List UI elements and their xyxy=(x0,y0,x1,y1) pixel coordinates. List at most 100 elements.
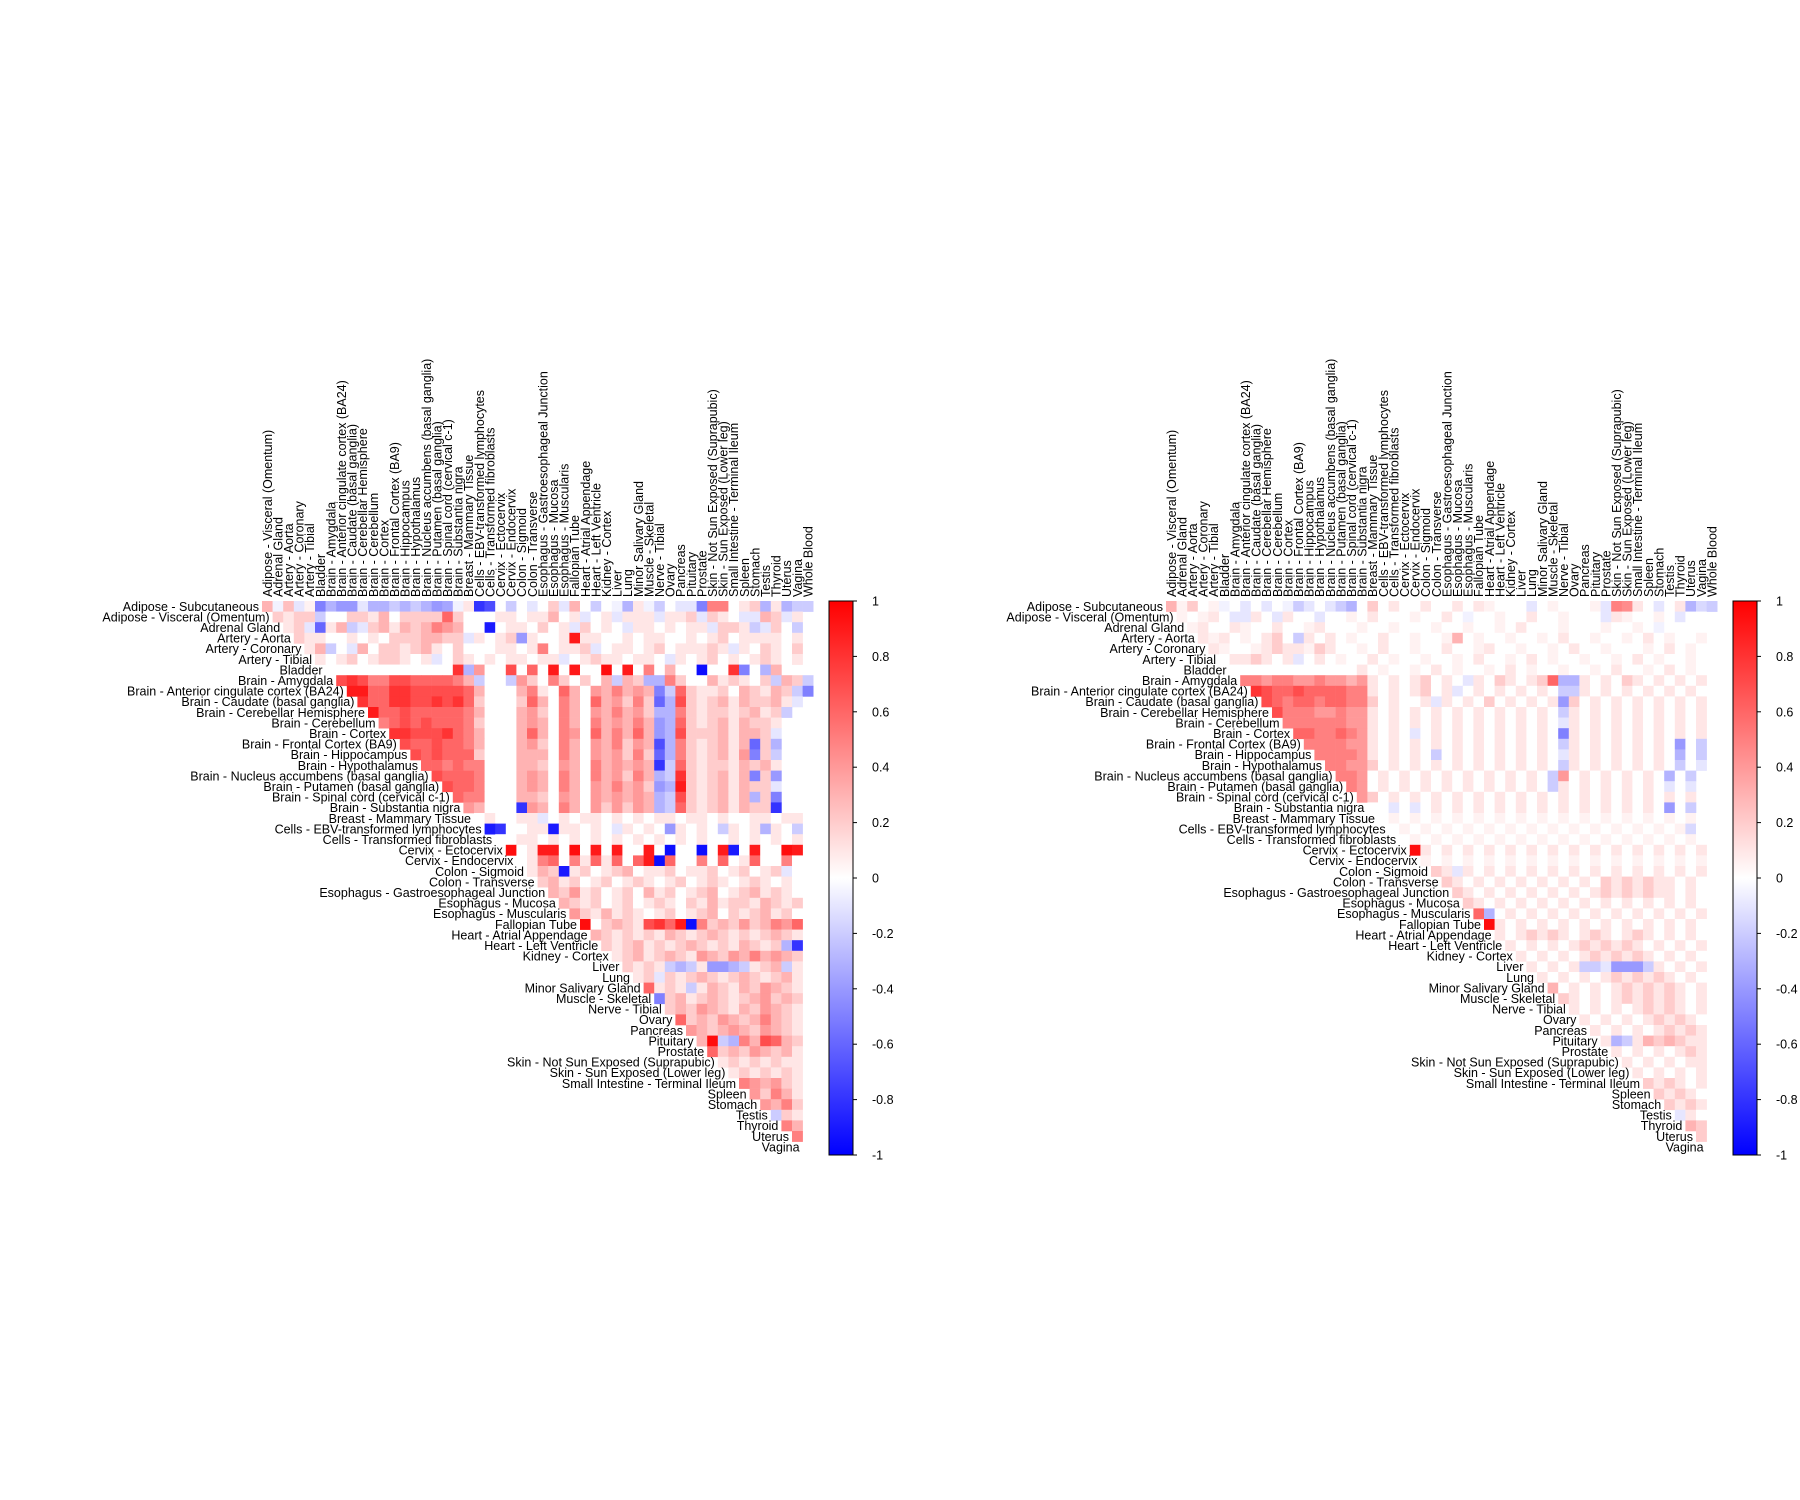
heatmap-cell xyxy=(1590,813,1601,824)
heatmap-cell xyxy=(728,1014,740,1026)
heatmap-cell xyxy=(1399,823,1411,835)
heatmap-cell xyxy=(463,664,475,676)
column-label: Thyroid xyxy=(770,555,784,597)
heatmap-cell xyxy=(580,707,591,718)
heatmap-cell xyxy=(1632,929,1644,941)
heatmap-cell xyxy=(1621,982,1633,994)
heatmap-cell xyxy=(527,738,538,750)
heatmap-cell xyxy=(1621,781,1633,793)
heatmap-cell xyxy=(484,707,496,718)
colorbar-tick-label: 0.2 xyxy=(872,816,889,830)
heatmap-cell xyxy=(675,993,687,1005)
heatmap-cell xyxy=(1664,972,1676,983)
heatmap-cell xyxy=(1568,632,1580,644)
heatmap-cell xyxy=(389,611,401,623)
heatmap-cell xyxy=(516,802,528,814)
heatmap-cell xyxy=(717,802,729,814)
heatmap-cell xyxy=(1431,844,1442,856)
heatmap-cell xyxy=(1674,781,1686,793)
heatmap-cell xyxy=(611,866,623,877)
row-label: Brain - Spinal cord (cervical c-1) xyxy=(272,791,450,805)
heatmap-cell xyxy=(601,791,613,803)
heatmap-cell xyxy=(1462,632,1474,644)
heatmap-cell xyxy=(1664,770,1676,782)
heatmap-cell xyxy=(1515,749,1527,761)
heatmap-cell xyxy=(410,622,422,634)
heatmap-cell xyxy=(1303,632,1315,644)
heatmap-cell xyxy=(770,632,782,644)
row-label: Liver xyxy=(1496,960,1523,974)
heatmap-cell xyxy=(336,643,348,655)
heatmap-cell xyxy=(686,770,697,782)
row-label: Brain - Frontal Cortex (BA9) xyxy=(1146,738,1301,752)
heatmap-cell xyxy=(1621,961,1633,973)
heatmap-cell xyxy=(1653,675,1665,687)
heatmap-cell xyxy=(1494,929,1506,941)
heatmap-cell xyxy=(1484,908,1495,920)
heatmap-cell xyxy=(1653,685,1665,697)
row-label: Brain - Frontal Cortex (BA9) xyxy=(242,738,397,752)
heatmap-cell xyxy=(1696,897,1707,909)
heatmap-cell xyxy=(1515,654,1527,665)
heatmap-cell xyxy=(1388,707,1400,718)
heatmap-cell xyxy=(505,760,517,771)
heatmap-cell xyxy=(410,717,422,729)
heatmap-cell xyxy=(1462,834,1474,846)
heatmap-cell xyxy=(1441,664,1453,676)
heatmap-cell xyxy=(1335,601,1347,612)
heatmap-cell xyxy=(569,844,581,856)
heatmap-cell xyxy=(1600,1003,1612,1015)
heatmap-cell xyxy=(622,887,634,899)
heatmap-cell xyxy=(1706,601,1718,612)
heatmap-cell xyxy=(781,993,793,1005)
heatmap-cell xyxy=(1473,717,1485,729)
heatmap-cell xyxy=(1621,844,1633,856)
heatmap-cell xyxy=(696,717,708,729)
heatmap-cell xyxy=(590,823,602,835)
heatmap-cell xyxy=(1250,654,1262,665)
heatmap-cell xyxy=(389,685,401,697)
heatmap-cell xyxy=(1409,844,1421,856)
heatmap-cell xyxy=(1674,876,1686,888)
column-label: Cells - Transformed fibroblasts xyxy=(483,427,497,597)
heatmap-cell xyxy=(1505,791,1517,803)
row-label: Minor Salivary Gland xyxy=(525,981,641,995)
heatmap-cell xyxy=(1558,707,1570,718)
heatmap-cell xyxy=(792,940,803,952)
heatmap-cell xyxy=(495,707,507,718)
heatmap-cell xyxy=(739,1056,750,1068)
row-label: Muscle - Skeletal xyxy=(556,992,651,1006)
heatmap-cell xyxy=(484,802,496,814)
heatmap-cell xyxy=(1568,717,1580,729)
heatmap-cell xyxy=(580,770,591,782)
heatmap-cell xyxy=(442,770,454,782)
row-label: Brain - Putamen (basal ganglia) xyxy=(263,780,439,794)
heatmap-cell xyxy=(1494,813,1506,824)
heatmap-cell xyxy=(686,876,697,888)
heatmap-cell xyxy=(1547,908,1559,920)
heatmap-cell xyxy=(1335,717,1347,729)
heatmap-cell xyxy=(304,601,316,612)
heatmap-cell xyxy=(1462,760,1474,771)
heatmap-cell xyxy=(770,993,782,1005)
heatmap-cell xyxy=(1632,844,1644,856)
heatmap-cell xyxy=(516,707,528,718)
heatmap-cell xyxy=(1653,664,1665,676)
heatmap-cell xyxy=(1484,770,1495,782)
heatmap-cell xyxy=(1632,1067,1644,1079)
heatmap-cell xyxy=(728,654,740,665)
heatmap-cell xyxy=(1272,696,1283,708)
heatmap-cell xyxy=(654,919,666,930)
heatmap-cell xyxy=(1431,760,1442,771)
heatmap-cell xyxy=(1653,982,1665,994)
heatmap-cell xyxy=(728,855,740,867)
heatmap-cell xyxy=(728,749,740,761)
heatmap-cell xyxy=(537,685,549,697)
heatmap-cell xyxy=(1611,717,1623,729)
heatmap-cell xyxy=(717,961,729,973)
heatmap-cell xyxy=(1441,675,1453,687)
heatmap-cell xyxy=(1632,738,1644,750)
heatmap-cell xyxy=(781,855,793,867)
heatmap-cell xyxy=(1356,632,1368,644)
heatmap-cell xyxy=(484,791,496,803)
